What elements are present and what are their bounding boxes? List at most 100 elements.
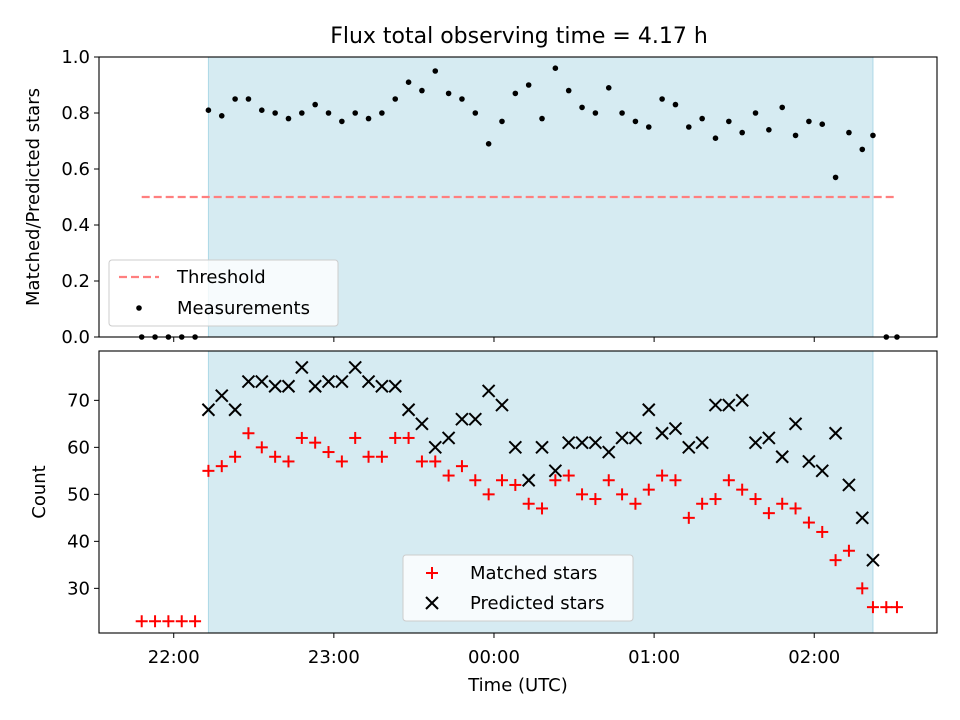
measurement-point	[232, 96, 238, 102]
predicted-star-marker	[268, 379, 282, 393]
measurement-point	[766, 127, 772, 133]
predicted-star-marker	[695, 435, 709, 450]
y-tick-label: 60	[67, 437, 90, 458]
predicted-star-marker	[415, 417, 429, 431]
count-y-axis-label: Count	[29, 465, 50, 518]
predicted-star-marker	[255, 374, 269, 389]
measurement-point	[405, 79, 412, 85]
predicted-star-marker	[348, 360, 362, 375]
measurement-point	[325, 110, 332, 116]
predicted-star-marker	[548, 464, 563, 478]
legend-predicted-label: Predicted stars	[470, 593, 604, 614]
measurement-point	[205, 107, 212, 113]
predicted-star-marker	[735, 393, 749, 408]
predicted-star-marker	[655, 426, 669, 440]
predicted-star-marker	[842, 478, 856, 492]
legend-predicted-swatch	[425, 596, 439, 610]
legend-measurements-label: Measurements	[177, 298, 310, 319]
measurement-point	[792, 132, 799, 139]
predicted-star-marker	[295, 360, 309, 375]
predicted-star-marker	[535, 440, 549, 455]
predicted-star-marker	[668, 421, 683, 436]
predicted-star-marker	[866, 553, 880, 567]
measurement-points	[138, 65, 900, 340]
ratio-panel: 0.0 0.2 0.4 0.6 0.8 1.0 Matched/Predicted sta…	[23, 47, 938, 348]
predicted-star-marker	[708, 398, 723, 412]
predicted-star-marker	[748, 435, 763, 450]
measurement-point	[579, 104, 585, 111]
predicted-star-markers	[201, 360, 880, 567]
predicted-star-marker	[802, 454, 816, 469]
measurement-point	[432, 68, 439, 74]
legend-threshold-label: Threshold	[176, 267, 266, 288]
measurement-point	[499, 118, 505, 125]
measurement-point	[539, 115, 545, 122]
y-tick-label: 0.8	[61, 103, 90, 124]
measurement-point	[565, 87, 572, 94]
x-tick-label: 01:00	[628, 647, 680, 668]
measurement-point	[445, 90, 452, 97]
predicted-star-marker	[321, 374, 336, 389]
y-tick-label: 1.0	[61, 47, 90, 68]
ratio-legend-box	[108, 259, 339, 327]
measurement-point	[552, 65, 559, 71]
predicted-star-marker	[642, 403, 656, 417]
predicted-star-marker	[228, 403, 242, 417]
measurement-point	[726, 118, 732, 125]
predicted-star-marker	[388, 379, 402, 393]
measurement-point	[870, 132, 876, 139]
predicted-star-marker	[722, 398, 736, 412]
measurement-point	[339, 118, 345, 125]
predicted-star-marker	[615, 431, 629, 445]
ratio-x-ticks	[173, 337, 815, 342]
predicted-star-marker	[308, 379, 322, 393]
measurement-point	[218, 113, 225, 119]
count-legend-box	[402, 554, 634, 622]
measurement-point	[459, 96, 465, 102]
predicted-star-marker	[682, 440, 696, 455]
measurement-point	[245, 96, 252, 102]
figure-title: Flux total observing time = 4.17 h	[330, 24, 708, 49]
legend-cross-marker	[425, 596, 439, 610]
predicted-star-marker	[628, 431, 643, 445]
count-panel: 30 40 50 60 70 22:00 23:00 00:00 01:00 02:00 Cou…	[29, 350, 938, 696]
measurement-point	[605, 85, 612, 91]
measurement-point	[699, 115, 705, 122]
predicted-star-marker	[335, 374, 349, 389]
predicted-star-marker	[481, 384, 496, 398]
predicted-star-marker	[281, 379, 296, 393]
measurement-point	[392, 96, 399, 102]
legend-matched-swatch	[426, 567, 438, 579]
legend-measurements-swatch	[136, 305, 142, 311]
predicted-star-marker	[508, 440, 523, 455]
measurement-point	[846, 129, 852, 136]
measurement-point	[806, 118, 812, 125]
measurement-point	[272, 110, 278, 116]
y-tick-label: 50	[67, 484, 90, 505]
measurement-point	[258, 107, 265, 113]
x-tick-label: 23:00	[308, 647, 360, 668]
measurement-point	[365, 115, 372, 122]
predicted-star-marker	[828, 426, 843, 440]
x-tick-label: 02:00	[788, 647, 840, 668]
predicted-star-marker	[815, 464, 829, 478]
predicted-star-marker	[495, 398, 509, 412]
measurement-point	[512, 90, 519, 97]
measurement-point	[832, 174, 839, 181]
measurement-point	[472, 110, 479, 116]
predicted-star-marker	[441, 431, 456, 445]
predicted-star-marker	[762, 431, 776, 445]
measurement-point	[592, 110, 599, 116]
ratio-y-ticks: 0.0 0.2 0.4 0.6 0.8 1.0	[61, 47, 99, 348]
predicted-star-marker	[775, 450, 789, 464]
measurement-point	[752, 110, 759, 116]
measurement-point	[632, 118, 639, 125]
predicted-star-marker	[602, 445, 616, 459]
y-tick-label: 0.6	[61, 159, 90, 180]
x-tick-label: 00:00	[468, 647, 520, 668]
predicted-star-marker	[361, 374, 376, 389]
predicted-star-marker	[241, 374, 256, 389]
measurement-point	[285, 115, 292, 122]
count-legend: Matched stars Predicted stars	[402, 554, 634, 622]
predicted-star-marker	[375, 379, 389, 393]
